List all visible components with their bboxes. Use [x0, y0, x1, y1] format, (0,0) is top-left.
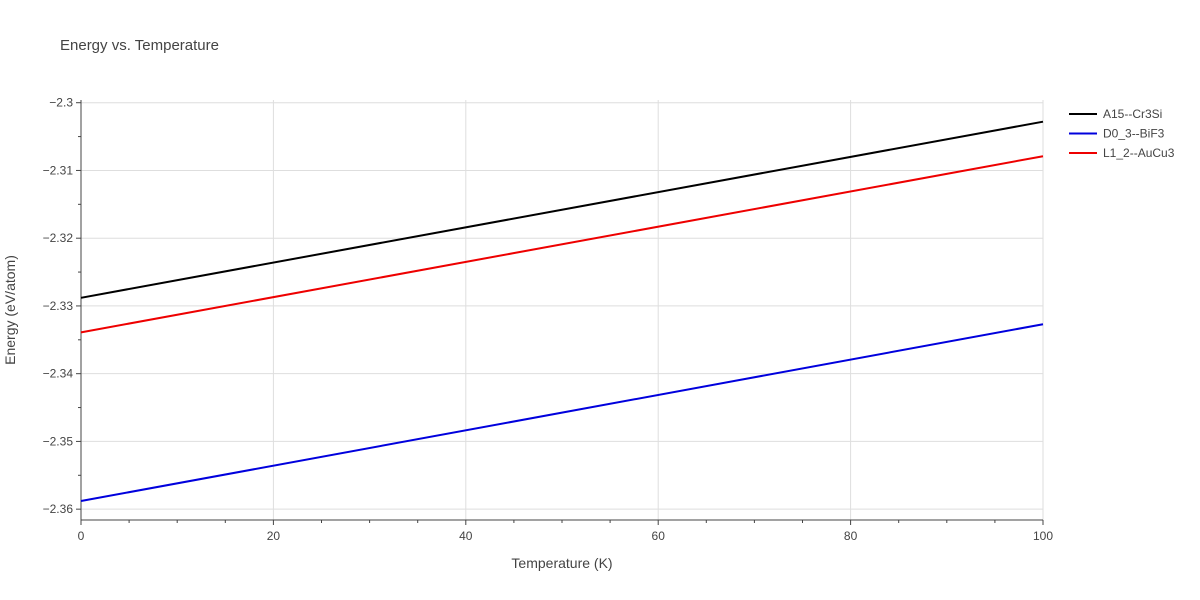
series-line-d0-3-bif3 — [80, 323, 1044, 503]
legend[interactable]: A15--Cr3Si D0_3--BiF3 L1_2--AuCu3 — [1069, 107, 1175, 160]
axes — [76, 100, 1044, 525]
legend-label: D0_3--BiF3 — [1103, 127, 1165, 141]
legend-label: L1_2--AuCu3 — [1103, 146, 1175, 160]
legend-item[interactable]: D0_3--BiF3 — [1069, 127, 1165, 141]
grid-lines — [81, 100, 1044, 520]
y-tick-label: −2.3 — [49, 96, 73, 110]
x-axis-title: Temperature (K) — [511, 555, 612, 571]
y-tick-label: −2.34 — [43, 367, 74, 381]
plot-area — [80, 120, 1044, 503]
series-line-l1-2-aucu3 — [80, 155, 1044, 334]
chart-title: Energy vs. Temperature — [60, 37, 219, 54]
x-tick-label: 0 — [78, 529, 85, 543]
y-axis-title: Energy (eV/atom) — [2, 255, 18, 365]
y-tick-label: −2.33 — [43, 299, 74, 313]
series-line-a15-cr3si — [80, 120, 1044, 299]
y-tick-label: −2.32 — [43, 231, 74, 245]
tick-labels: 0 20 40 60 80 100 −2.36 −2.35 −2.34 −2.33 −2.32 −2.… — [43, 96, 1054, 543]
x-tick-label: 40 — [459, 529, 473, 543]
legend-label: A15--Cr3Si — [1103, 107, 1162, 121]
x-tick-label: 60 — [652, 529, 666, 543]
x-tick-label: 80 — [844, 529, 858, 543]
y-tick-label: −2.35 — [43, 434, 74, 448]
x-tick-label: 20 — [267, 529, 281, 543]
x-tick-label: 100 — [1033, 529, 1053, 543]
legend-item[interactable]: A15--Cr3Si — [1069, 107, 1162, 121]
legend-item[interactable]: L1_2--AuCu3 — [1069, 146, 1175, 160]
y-tick-label: −2.36 — [43, 502, 74, 516]
y-tick-label: −2.31 — [43, 163, 74, 177]
